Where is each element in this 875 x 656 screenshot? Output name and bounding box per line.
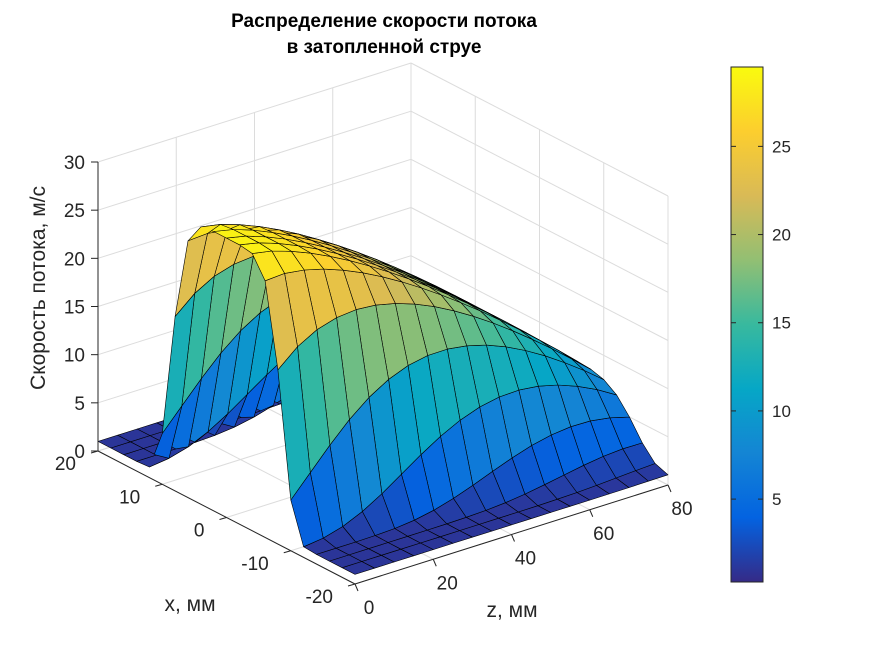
z-tick-mark: [589, 509, 594, 517]
z-tick-mark: [354, 583, 359, 592]
v-tick-label: 15: [64, 298, 85, 319]
x-tick-label: -10: [241, 554, 268, 575]
v-tick-label: 20: [64, 249, 85, 270]
colorbar-tick-label: 25: [772, 137, 791, 156]
colorbar-tick-label: 5: [772, 490, 781, 509]
z-tick-label: 80: [671, 499, 692, 520]
v-tick-label: 25: [64, 201, 85, 222]
v-tick-label: 30: [64, 153, 85, 174]
z-axis-label: z, мм: [486, 599, 537, 622]
surface-cell: [97, 434, 131, 449]
x-tick-label: 20: [55, 454, 76, 475]
v-tick-label: 5: [74, 394, 85, 415]
x-tick-mark: [219, 517, 227, 520]
v-tick-label: 0: [74, 442, 85, 463]
z-tick-label: 0: [364, 598, 375, 619]
chart-title-line2: в затопленной струе: [287, 37, 482, 58]
y-axis-label: Скорость потока, м/с: [27, 186, 50, 390]
surface-mesh: [97, 224, 669, 575]
z-tick-label: 40: [515, 549, 536, 570]
v-tick-label: 10: [64, 346, 85, 367]
colorbar-ticks: 5 10 15 20 25: [731, 137, 791, 509]
x-tick-mark: [347, 583, 356, 587]
z-tick-label: 20: [437, 573, 458, 594]
x-axis-label: x, мм: [164, 593, 215, 616]
z-tick-label: 60: [593, 524, 614, 545]
chart-title: Распределение скорости потока в затоплен…: [231, 11, 537, 58]
z-tick-mark: [432, 559, 437, 567]
chart-title-line1: Распределение скорости потока: [231, 11, 537, 32]
x-tick-label: 0: [194, 521, 205, 542]
colorbar-tick-label: 20: [772, 226, 791, 245]
colorbar-gradient: [730, 66, 764, 583]
z-tick-mark: [511, 534, 515, 542]
colorbar-tick-label: 10: [772, 402, 791, 421]
x-tick-label: -20: [306, 587, 333, 608]
x-tick-mark: [283, 550, 291, 554]
colorbar-tick-label: 15: [772, 314, 791, 333]
x-tick-mark: [155, 483, 163, 487]
colorbar: 5 10 15 20 25: [730, 66, 791, 583]
z-tick-mark: [667, 484, 672, 493]
x-tick-label: 10: [119, 487, 140, 508]
